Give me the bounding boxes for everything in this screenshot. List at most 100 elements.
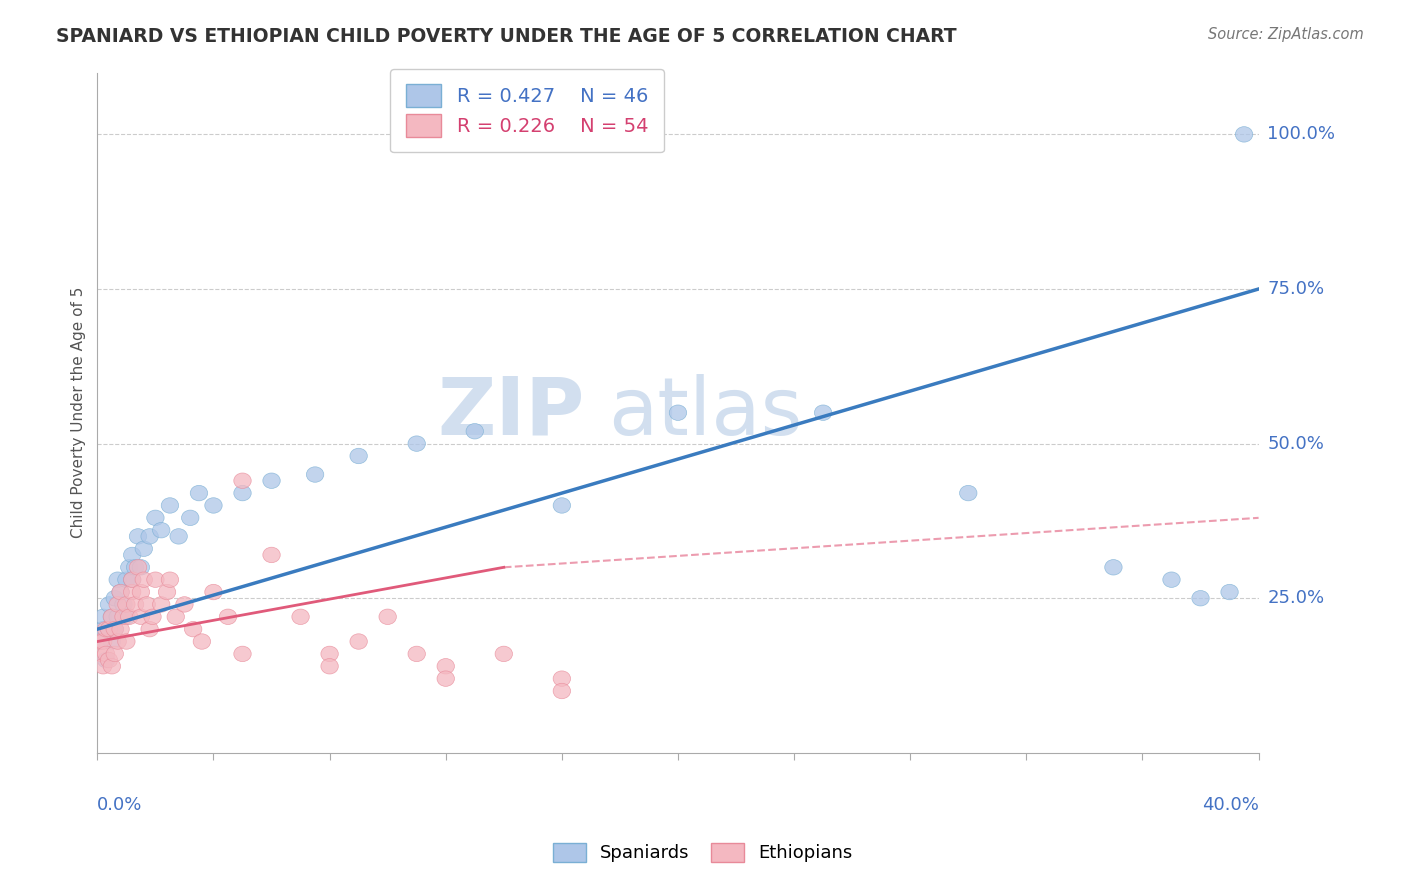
Ellipse shape xyxy=(91,646,108,662)
Ellipse shape xyxy=(146,572,165,588)
Ellipse shape xyxy=(135,572,152,588)
Ellipse shape xyxy=(152,523,170,538)
Ellipse shape xyxy=(105,646,124,662)
Text: atlas: atlas xyxy=(609,374,803,451)
Ellipse shape xyxy=(118,597,135,612)
Ellipse shape xyxy=(105,591,124,606)
Ellipse shape xyxy=(350,449,367,464)
Ellipse shape xyxy=(321,658,339,674)
Ellipse shape xyxy=(814,405,832,420)
Ellipse shape xyxy=(100,622,118,637)
Ellipse shape xyxy=(121,559,138,575)
Ellipse shape xyxy=(124,584,141,599)
Ellipse shape xyxy=(307,467,323,483)
Text: SPANIARD VS ETHIOPIAN CHILD POVERTY UNDER THE AGE OF 5 CORRELATION CHART: SPANIARD VS ETHIOPIAN CHILD POVERTY UNDE… xyxy=(56,27,957,45)
Legend: Spaniards, Ethiopians: Spaniards, Ethiopians xyxy=(546,836,860,870)
Ellipse shape xyxy=(97,622,115,637)
Ellipse shape xyxy=(108,597,127,612)
Ellipse shape xyxy=(408,436,426,451)
Ellipse shape xyxy=(437,671,454,686)
Ellipse shape xyxy=(118,634,135,649)
Ellipse shape xyxy=(292,609,309,624)
Ellipse shape xyxy=(112,622,129,637)
Ellipse shape xyxy=(115,609,132,624)
Text: ZIP: ZIP xyxy=(437,374,585,451)
Ellipse shape xyxy=(162,572,179,588)
Ellipse shape xyxy=(181,510,200,525)
Ellipse shape xyxy=(184,622,202,637)
Ellipse shape xyxy=(97,652,115,668)
Ellipse shape xyxy=(94,658,112,674)
Ellipse shape xyxy=(132,559,149,575)
Ellipse shape xyxy=(1192,591,1209,606)
Text: 75.0%: 75.0% xyxy=(1267,280,1324,298)
Ellipse shape xyxy=(124,572,141,588)
Ellipse shape xyxy=(138,597,156,612)
Ellipse shape xyxy=(121,609,138,624)
Text: 25.0%: 25.0% xyxy=(1267,590,1324,607)
Ellipse shape xyxy=(127,559,143,575)
Ellipse shape xyxy=(100,622,118,637)
Ellipse shape xyxy=(437,658,454,674)
Ellipse shape xyxy=(118,609,135,624)
Ellipse shape xyxy=(135,541,152,557)
Ellipse shape xyxy=(141,529,159,544)
Ellipse shape xyxy=(1105,559,1122,575)
Ellipse shape xyxy=(132,609,149,624)
Ellipse shape xyxy=(1236,127,1253,142)
Ellipse shape xyxy=(219,609,236,624)
Ellipse shape xyxy=(100,652,118,668)
Ellipse shape xyxy=(132,584,149,599)
Ellipse shape xyxy=(959,485,977,500)
Ellipse shape xyxy=(105,622,124,637)
Ellipse shape xyxy=(108,634,127,649)
Ellipse shape xyxy=(321,646,339,662)
Ellipse shape xyxy=(553,498,571,513)
Ellipse shape xyxy=(129,559,146,575)
Ellipse shape xyxy=(108,572,127,588)
Ellipse shape xyxy=(205,498,222,513)
Ellipse shape xyxy=(263,473,280,489)
Ellipse shape xyxy=(97,646,115,662)
Ellipse shape xyxy=(91,634,108,649)
Ellipse shape xyxy=(193,634,211,649)
Ellipse shape xyxy=(100,597,118,612)
Ellipse shape xyxy=(129,529,146,544)
Ellipse shape xyxy=(233,646,252,662)
Ellipse shape xyxy=(205,584,222,599)
Ellipse shape xyxy=(103,609,121,624)
Ellipse shape xyxy=(170,529,187,544)
Ellipse shape xyxy=(159,584,176,599)
Ellipse shape xyxy=(105,622,124,637)
Ellipse shape xyxy=(124,572,141,588)
Ellipse shape xyxy=(1163,572,1180,588)
Ellipse shape xyxy=(350,634,367,649)
Text: 40.0%: 40.0% xyxy=(1202,797,1258,814)
Ellipse shape xyxy=(146,510,165,525)
Ellipse shape xyxy=(124,547,141,563)
Ellipse shape xyxy=(118,572,135,588)
Y-axis label: Child Poverty Under the Age of 5: Child Poverty Under the Age of 5 xyxy=(72,287,86,539)
Ellipse shape xyxy=(465,424,484,439)
Ellipse shape xyxy=(176,597,193,612)
Ellipse shape xyxy=(103,634,121,649)
Ellipse shape xyxy=(152,597,170,612)
Ellipse shape xyxy=(669,405,686,420)
Ellipse shape xyxy=(141,622,159,637)
Ellipse shape xyxy=(112,584,129,599)
Ellipse shape xyxy=(94,609,112,624)
Ellipse shape xyxy=(167,609,184,624)
Ellipse shape xyxy=(162,498,179,513)
Ellipse shape xyxy=(553,671,571,686)
Text: 100.0%: 100.0% xyxy=(1267,126,1336,144)
Ellipse shape xyxy=(495,646,513,662)
Ellipse shape xyxy=(94,634,112,649)
Ellipse shape xyxy=(143,609,162,624)
Ellipse shape xyxy=(91,634,108,649)
Ellipse shape xyxy=(112,584,129,599)
Ellipse shape xyxy=(115,597,132,612)
Ellipse shape xyxy=(1220,584,1239,599)
Ellipse shape xyxy=(233,485,252,500)
Text: 50.0%: 50.0% xyxy=(1267,434,1324,452)
Ellipse shape xyxy=(103,658,121,674)
